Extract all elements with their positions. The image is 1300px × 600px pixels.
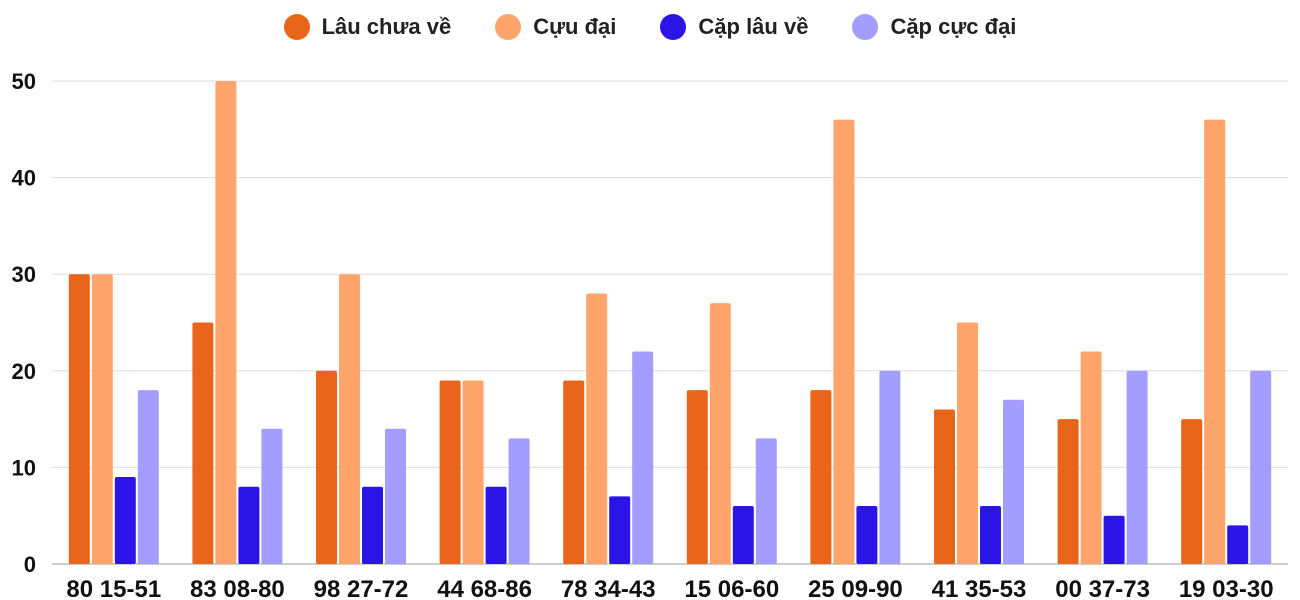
legend-label: Cựu đại [533,14,617,39]
legend-swatch [283,14,310,40]
bar [1250,370,1272,564]
legend-item-cuu-dai[interactable]: Cựu đại [495,14,616,40]
bar [586,293,608,564]
chart-legend: Lâu chưa về Cựu đại Cặp lâu về Cặp cực đ… [0,14,1300,40]
bar [91,274,113,564]
y-tick-label: 10 [12,455,36,480]
bar [439,380,461,564]
bar [686,390,708,564]
bar [856,506,878,564]
bar [1103,515,1125,564]
x-tick-label: 80 15-51 [66,576,161,600]
bar [238,486,260,564]
x-tick-label: 83 08-80 [190,576,285,600]
legend-swatch [852,14,879,40]
bar [114,477,136,564]
y-tick-label: 40 [12,166,36,191]
bar [261,428,283,564]
legend-swatch [660,14,687,40]
x-tick-label: 41 35-53 [932,576,1027,600]
y-tick-label: 0 [24,552,36,577]
bar [339,274,360,564]
bar [732,506,754,564]
bar [316,370,337,564]
bar [879,370,901,564]
bar [68,274,90,564]
bar [1080,351,1102,564]
bar [957,322,978,564]
bar [508,438,530,564]
bar [632,351,654,564]
y-tick-label: 20 [12,359,36,384]
bar [215,81,237,564]
x-tick-label: 44 68-86 [437,576,532,600]
bar [755,438,777,564]
legend-item-cap-lau-ve[interactable]: Cặp lâu về [660,14,808,40]
legend-swatch [495,14,522,40]
legend-item-lau-chua-ve[interactable]: Lâu chưa về [283,14,452,40]
bar [1227,525,1249,564]
bar [1057,419,1079,564]
bar [192,322,214,564]
legend-label: Lâu chưa về [321,14,452,39]
y-tick-label: 50 [12,69,36,94]
bar [1003,399,1024,564]
x-tick-label: 15 06-60 [684,576,779,600]
x-tick-label: 19 03-30 [1179,576,1274,600]
x-tick-label: 78 34-43 [561,576,656,600]
bar [980,506,1001,564]
bar [462,380,484,564]
bar [485,486,507,564]
x-tick-label: 00 37-73 [1055,576,1150,600]
legend-label: Cặp cực đại [890,14,1017,39]
legend-item-cap-cuc-dai[interactable]: Cặp cực đại [852,14,1016,40]
bar [609,496,631,564]
y-tick-label: 30 [12,262,36,287]
x-tick-label: 98 27-72 [314,576,409,600]
bar [1204,119,1226,564]
bar [362,486,383,564]
x-tick-label: 25 09-90 [808,576,903,600]
legend-label: Cặp lâu về [698,14,809,39]
bar [385,428,406,564]
bar [563,380,585,564]
bar [1181,419,1203,564]
bar [709,303,731,564]
bar [810,390,832,564]
bar [833,119,855,564]
bar [137,390,159,564]
bar [934,409,955,564]
bar [1126,370,1148,564]
